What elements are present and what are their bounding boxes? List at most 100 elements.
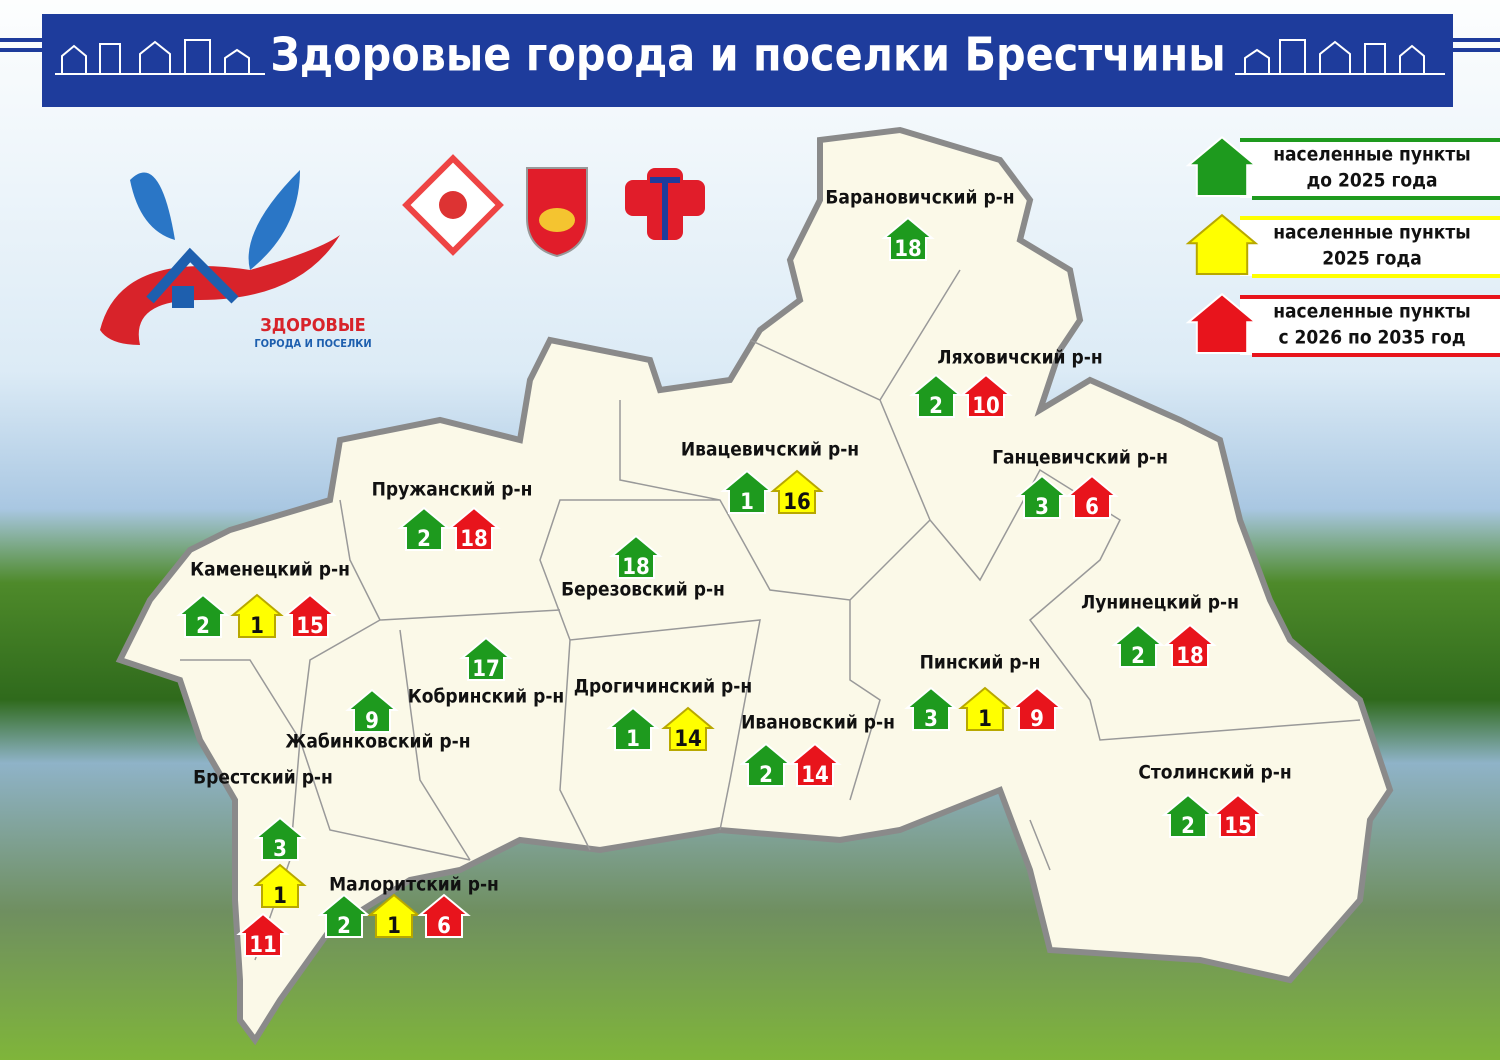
settlement-icon: [909, 373, 963, 418]
settlement-count: 16: [783, 490, 811, 515]
settlement-count: 18: [1176, 644, 1204, 669]
settlement-icon: [230, 593, 284, 638]
settlement-icon: [1111, 623, 1165, 668]
district-name: Ганцевичский р-н: [992, 447, 1168, 469]
emblems: [402, 154, 705, 258]
district-name: Ляховичский р-н: [937, 347, 1102, 369]
settlement-icon: [720, 469, 774, 514]
settlement-count: 2: [759, 763, 773, 788]
settlement-count: 1: [740, 490, 754, 515]
settlement-icon: [417, 893, 471, 938]
settlement-count: 6: [437, 914, 451, 939]
logo-subtitle: ГОРОДА И ПОСЕЛКИ: [254, 337, 371, 350]
settlement-count: 15: [296, 614, 324, 639]
legend-text: с 2026 по 2035 год: [1278, 327, 1465, 349]
district-name: Пружанский р-н: [372, 479, 533, 501]
legend-text: населенные пункты: [1273, 144, 1471, 166]
legend-text: населенные пункты: [1273, 222, 1471, 244]
settlement-count: 3: [273, 837, 287, 862]
district-name: Малоритский р-н: [329, 874, 499, 896]
legend-border: [1240, 295, 1500, 357]
settlement-icon: [253, 863, 307, 908]
settlement-count: 18: [894, 237, 922, 262]
settlement-icon: [1015, 474, 1069, 519]
settlement-icon: [609, 534, 663, 579]
settlement-count: 3: [924, 707, 938, 732]
settlement-count: 11: [249, 933, 277, 958]
legend-box: [1240, 297, 1500, 355]
settlement-count: 1: [387, 914, 401, 939]
settlement-count: 14: [674, 727, 702, 752]
district-name: Пинский р-н: [920, 652, 1041, 674]
district-name: Ивацевичский р-н: [681, 439, 859, 461]
settlement-icon: [881, 216, 935, 261]
settlement-icon: [367, 893, 421, 938]
settlement-icon: [317, 893, 371, 938]
legend-border: [1240, 216, 1500, 278]
settlement-icon: [739, 742, 793, 787]
legend-border: [1240, 138, 1500, 200]
settlement-icon: [447, 506, 501, 551]
settlement-count: 6: [1085, 495, 1099, 520]
settlement-count: 2: [337, 914, 351, 939]
settlement-icon: [397, 506, 451, 551]
legend-text: 2025 года: [1322, 248, 1422, 270]
legend-icon: [1185, 135, 1259, 197]
settlement-icon: [283, 593, 337, 638]
settlement-count: 1: [626, 727, 640, 752]
legend-text: населенные пункты: [1273, 301, 1471, 323]
legend: населенные пункты до 2025 года населенные …: [1185, 135, 1500, 357]
settlement-count: 3: [1035, 495, 1049, 520]
legend-icon: [1185, 213, 1259, 275]
settlement-count: 18: [460, 527, 488, 552]
settlement-icon: [1161, 793, 1215, 838]
settlement-count: 15: [1224, 814, 1252, 839]
districts: Барановичский р-н 18 Ляховичский р-н 2 10 Ива…: [176, 187, 1292, 958]
district-name: Брестский р-н: [193, 767, 333, 789]
settlement-count: 1: [273, 884, 287, 909]
settlement-icon: [788, 742, 842, 787]
settlement-count: 17: [472, 657, 500, 682]
settlement-count: 14: [801, 763, 829, 788]
district-name: Кобринский р-н: [408, 686, 564, 708]
settlement-count: 2: [1131, 644, 1145, 669]
logo: ЗДОРОВЫЕ ГОРОДА И ПОСЕЛКИ: [100, 170, 372, 350]
district-name: Жабинковский р-н: [285, 731, 470, 753]
settlement-icon: [236, 912, 290, 957]
district-name: Березовский р-н: [561, 579, 725, 601]
map: [115, 126, 1394, 1046]
settlement-count: 9: [365, 709, 379, 734]
legend-text: до 2025 года: [1306, 170, 1437, 192]
header: Здоровые города и поселки Брестчины: [0, 14, 1500, 107]
district-name: Дрогичинский р-н: [574, 676, 752, 698]
settlement-count: 9: [1030, 707, 1044, 732]
settlement-icon: [958, 686, 1012, 731]
settlement-icon: [661, 706, 715, 751]
settlement-count: 1: [250, 614, 264, 639]
settlement-icon: [606, 706, 660, 751]
district-name: Каменецкий р-н: [190, 559, 350, 581]
settlement-count: 10: [972, 394, 1000, 419]
settlement-count: 1: [978, 707, 992, 732]
settlement-icon: [904, 686, 958, 731]
legend-box: [1240, 140, 1500, 198]
district-name: Лунинецкий р-н: [1081, 592, 1239, 614]
district-name: Барановичский р-н: [825, 187, 1014, 209]
settlement-icon: [1163, 623, 1217, 668]
settlement-count: 2: [929, 394, 943, 419]
legend-box: [1240, 218, 1500, 276]
settlement-count: 2: [196, 614, 210, 639]
settlement-count: 2: [417, 527, 431, 552]
district-name: Столинский р-н: [1138, 762, 1291, 784]
settlement-icon: [959, 373, 1013, 418]
settlement-icon: [1211, 793, 1265, 838]
settlement-count: 2: [1181, 814, 1195, 839]
district-name: Ивановский р-н: [741, 712, 895, 734]
settlement-count: 18: [622, 555, 650, 580]
settlement-icon: [459, 636, 513, 681]
legend-icon: [1185, 292, 1259, 354]
settlement-icon: [1065, 474, 1119, 519]
settlement-icon: [253, 816, 307, 861]
settlement-icon: [176, 593, 230, 638]
